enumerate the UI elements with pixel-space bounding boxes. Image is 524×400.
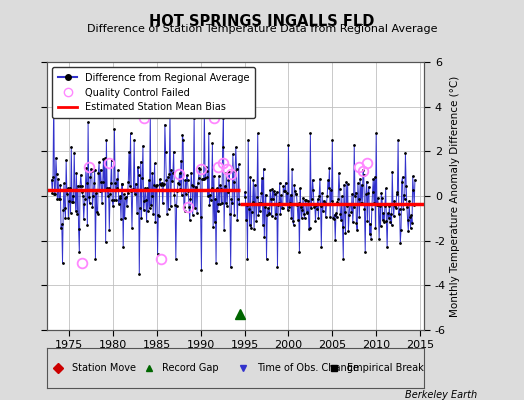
Text: Difference of Station Temperature Data from Regional Average: Difference of Station Temperature Data f… — [87, 24, 437, 34]
Text: Time of Obs. Change: Time of Obs. Change — [257, 363, 358, 373]
Text: HOT SPRINGS INGALLS FLD: HOT SPRINGS INGALLS FLD — [149, 14, 375, 29]
Text: Berkeley Earth: Berkeley Earth — [405, 390, 477, 400]
Text: Station Move: Station Move — [72, 363, 136, 373]
Text: Record Gap: Record Gap — [162, 363, 219, 373]
Legend: Difference from Regional Average, Quality Control Failed, Estimated Station Mean: Difference from Regional Average, Qualit… — [52, 67, 255, 118]
Y-axis label: Monthly Temperature Anomaly Difference (°C): Monthly Temperature Anomaly Difference (… — [450, 75, 460, 317]
Text: Empirical Break: Empirical Break — [347, 363, 424, 373]
